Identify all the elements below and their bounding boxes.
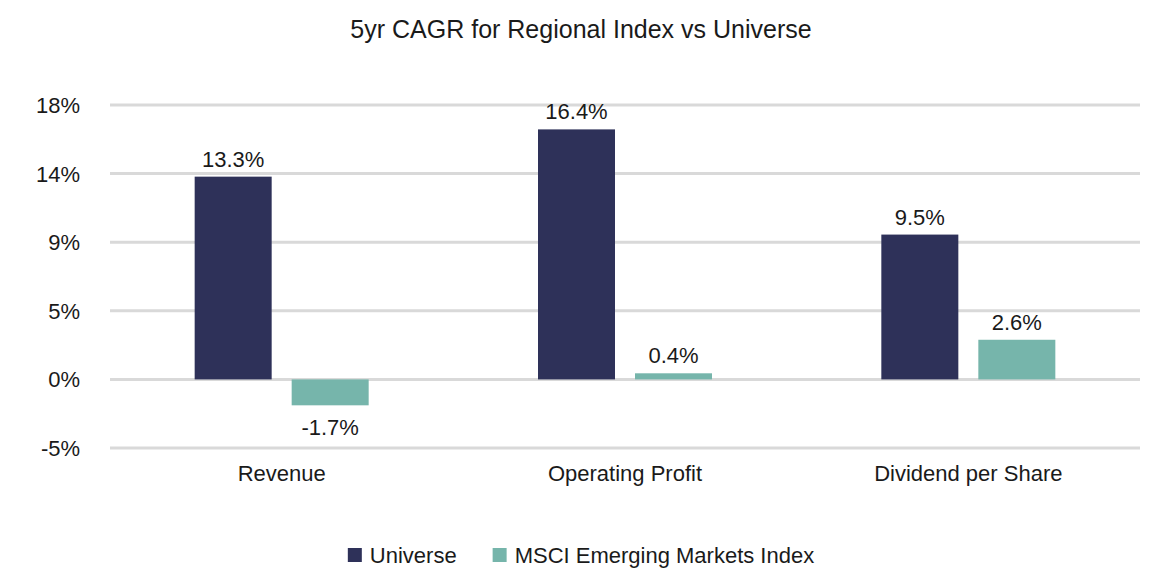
legend: Universe MSCI Emerging Markets Index (348, 543, 814, 568)
legend-swatch (493, 548, 507, 562)
grid-line (110, 104, 1140, 107)
x-tick-label: Dividend per Share (874, 461, 1062, 486)
y-tick-label: 14% (36, 162, 80, 187)
data-label: 0.4% (648, 343, 698, 368)
data-label: 9.5% (895, 205, 945, 230)
bars (195, 129, 1056, 405)
y-tick-label: 9% (48, 230, 80, 255)
data-label: 16.4% (545, 99, 607, 124)
grid-line (110, 172, 1140, 175)
legend-label: Universe (370, 543, 457, 568)
data-labels: 13.3% -1.7% 16.4% 0.4% 9.5% 2.6% (202, 99, 1042, 440)
grid-line (110, 447, 1140, 450)
y-tick-label: 5% (48, 299, 80, 324)
bar (195, 177, 272, 380)
legend-label: MSCI Emerging Markets Index (515, 543, 815, 568)
x-tick-label: Operating Profit (548, 461, 702, 486)
chart: 5yr CAGR for Regional Index vs Universe -… (0, 0, 1162, 585)
title: 5yr CAGR for Regional Index vs Universe (350, 15, 811, 43)
bar (635, 373, 712, 379)
data-label: -1.7% (301, 415, 358, 440)
bar (292, 379, 369, 405)
y-tick-label: 18% (36, 93, 80, 118)
bar (881, 235, 958, 380)
bar (538, 129, 615, 379)
x-tick-label: Revenue (238, 461, 326, 486)
legend-swatch (348, 548, 362, 562)
y-tick-label: 0% (48, 367, 80, 392)
y-tick-label: -5% (41, 436, 80, 461)
bar (978, 340, 1055, 380)
data-label: 2.6% (992, 310, 1042, 335)
data-label: 13.3% (202, 147, 264, 172)
